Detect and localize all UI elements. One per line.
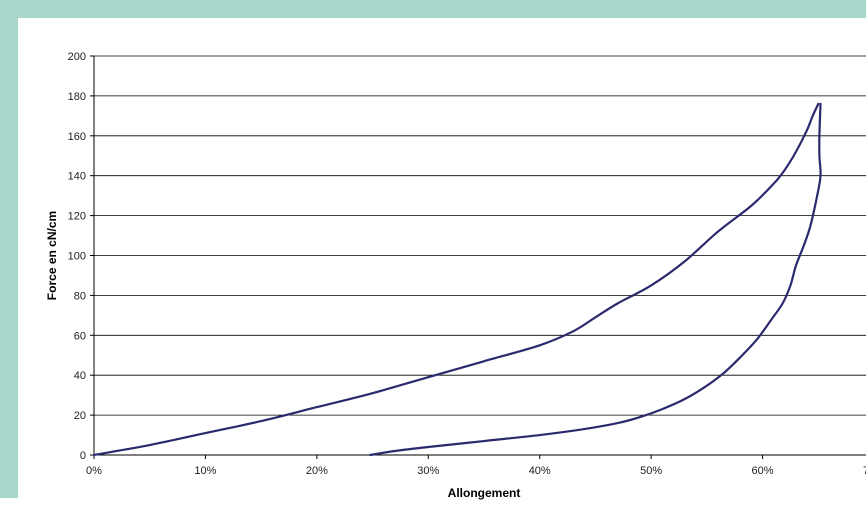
x-tick-label: 20%	[306, 465, 328, 477]
x-tick-label: 0%	[86, 465, 102, 477]
y-tick-label: 0	[80, 450, 86, 462]
y-tick-labels: 0 20 40 60 80 100 120 140 160 180 200	[68, 51, 86, 462]
x-tick-label: 40%	[529, 465, 551, 477]
loading-curve	[92, 102, 820, 457]
x-tick-label: 10%	[194, 465, 216, 477]
axes	[90, 55, 866, 459]
unloading-curve	[369, 102, 822, 457]
y-tick-label: 20	[74, 410, 86, 422]
force-elongation-chart: 0 20 40 60 80 100 120 140 160 180 200 0% 10% 20% 30% 4…	[45, 51, 866, 500]
series-group	[92, 102, 822, 457]
y-tick-label: 80	[74, 290, 86, 302]
x-tick-label: 50%	[640, 465, 662, 477]
x-tick-label: 30%	[417, 465, 439, 477]
y-tick-label: 60	[74, 330, 86, 342]
x-tick-label: 70%	[863, 465, 866, 477]
y-tick-label: 140	[68, 171, 86, 183]
y-tick-label: 160	[68, 131, 86, 143]
y-tick-label: 180	[68, 91, 86, 103]
y-tick-label: 40	[74, 370, 86, 382]
x-axis-label: Allongement	[448, 486, 521, 500]
y-tick-label: 100	[68, 251, 86, 263]
chart-frame: 0 20 40 60 80 100 120 140 160 180 200 0% 10% 20% 30% 4…	[0, 0, 866, 500]
grid-lines	[94, 55, 866, 416]
y-tick-label: 200	[68, 51, 86, 63]
x-tick-label: 60%	[752, 465, 774, 477]
y-tick-label: 120	[68, 211, 86, 223]
y-axis-label: Force en cN/cm	[45, 211, 59, 300]
x-tick-labels: 0% 10% 20% 30% 40% 50% 60% 70%	[86, 465, 866, 477]
